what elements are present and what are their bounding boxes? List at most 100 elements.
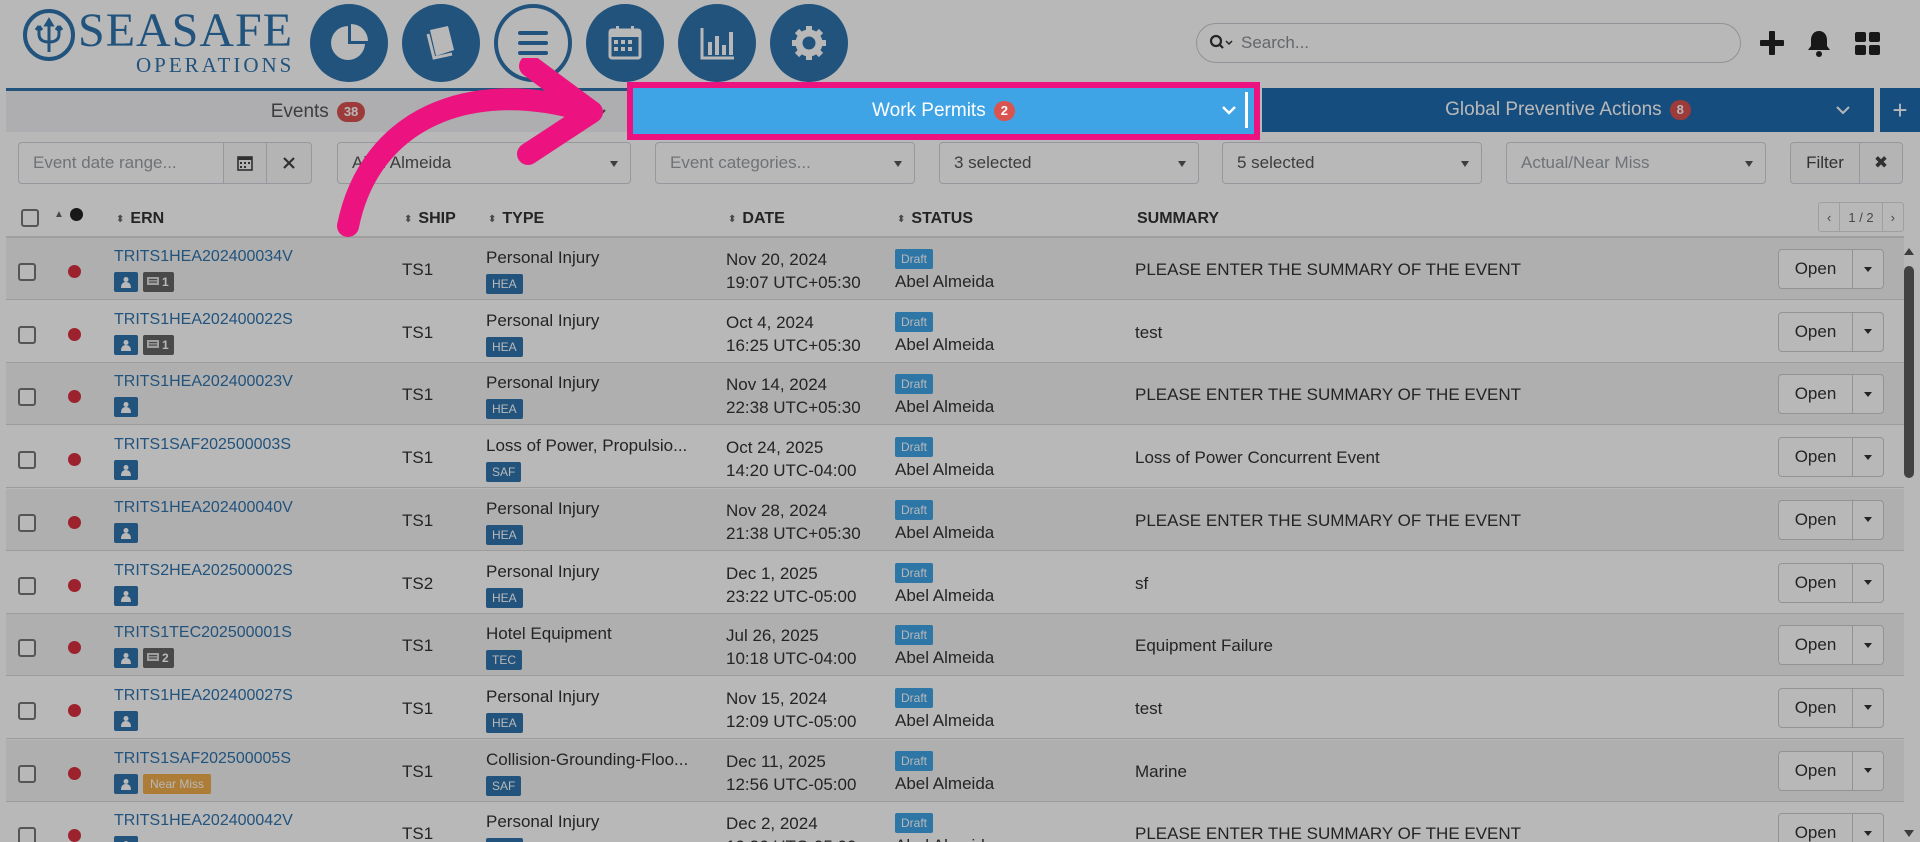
- caret-down-icon: [1864, 705, 1872, 711]
- sort-status-column[interactable]: ⬍ STATUS: [897, 210, 973, 228]
- scroll-down-arrow[interactable]: [1904, 830, 1914, 837]
- open-options-button[interactable]: [1853, 501, 1883, 539]
- row-checkbox[interactable]: [18, 639, 36, 658]
- search-input[interactable]: [1241, 33, 1721, 53]
- ern-link[interactable]: TRITS1SAF202500003S: [114, 436, 291, 454]
- table-row[interactable]: TRITS1SAF202500003S TS1 Loss of Power, Pro…: [6, 426, 1904, 489]
- open-button[interactable]: Open: [1779, 563, 1853, 602]
- nav-calendar-button[interactable]: [586, 4, 664, 82]
- open-button[interactable]: Open: [1779, 250, 1853, 288]
- calendar-picker-button[interactable]: [223, 142, 267, 184]
- page-indicator: 1 / 2: [1840, 203, 1883, 231]
- sort-type-column[interactable]: ⬍ TYPE: [488, 210, 544, 228]
- bell-icon[interactable]: [1804, 28, 1834, 58]
- open-options-button[interactable]: [1853, 564, 1883, 602]
- ern-link[interactable]: TRITS1TEC202500001S: [114, 624, 292, 642]
- sort-status-dot-column[interactable]: ▲: [54, 208, 83, 221]
- status-badge: Draft: [895, 249, 934, 269]
- scroll-thumb[interactable]: [1904, 266, 1914, 478]
- nav-reports-button[interactable]: [678, 4, 756, 82]
- table-scrollbar[interactable]: [1898, 240, 1920, 842]
- table-row[interactable]: TRITS1HEA202400040V TS1 Personal Injury HEA…: [6, 488, 1904, 551]
- prev-page-button[interactable]: ‹: [1819, 203, 1841, 231]
- open-button[interactable]: Open: [1779, 688, 1853, 727]
- multi-select-1[interactable]: 3 selected: [939, 142, 1199, 184]
- row-checkbox[interactable]: [18, 325, 36, 344]
- comment-count: 1: [162, 337, 169, 352]
- open-button[interactable]: Open: [1779, 500, 1853, 539]
- time-value: 14:20 UTC-04:00: [726, 461, 857, 481]
- row-checkbox[interactable]: [18, 263, 36, 281]
- table-row[interactable]: TRITS2HEA202500002S TS2 Personal Injury HEA…: [6, 552, 1904, 614]
- ern-link[interactable]: TRITS1HEA202400027S: [114, 686, 293, 704]
- open-options-button[interactable]: [1853, 250, 1883, 288]
- add-icon[interactable]: [1757, 28, 1787, 58]
- open-button[interactable]: Open: [1779, 626, 1853, 665]
- open-options-button[interactable]: [1853, 313, 1883, 351]
- row-checkbox[interactable]: [18, 451, 36, 470]
- table-row[interactable]: TRITS1HEA202400034V 1 TS1 Personal Injury HE…: [6, 238, 1904, 300]
- date-range-input[interactable]: Event date range...: [18, 142, 224, 184]
- chevron-down-icon[interactable]: [1220, 101, 1238, 119]
- ern-link[interactable]: TRITS1HEA202400042V: [114, 812, 293, 830]
- ern-link[interactable]: TRITS2HEA202500002S: [114, 561, 293, 579]
- ship-cell: TS1: [402, 385, 434, 405]
- global-search[interactable]: [1196, 23, 1741, 63]
- actual-near-miss-select[interactable]: Actual/Near Miss: [1506, 142, 1766, 184]
- sort-ship-column[interactable]: ⬍ SHIP: [404, 210, 456, 228]
- row-checkbox[interactable]: [18, 388, 36, 407]
- open-options-button[interactable]: [1853, 438, 1883, 476]
- table-row[interactable]: TRITS1HEA202400042V TS1 Personal Injury HEA…: [6, 802, 1904, 842]
- filter-button[interactable]: Filter: [1790, 142, 1860, 184]
- clear-date-button[interactable]: [266, 142, 312, 184]
- ern-link[interactable]: TRITS1HEA202400023V: [114, 373, 293, 391]
- row-checkbox[interactable]: [18, 576, 36, 595]
- person-icon: [114, 522, 138, 543]
- date-value: Dec 1, 2025: [726, 563, 818, 583]
- open-button[interactable]: Open: [1779, 312, 1853, 351]
- table-row[interactable]: TRITS1SAF202500005S Near Miss TS1 Collision…: [6, 739, 1904, 802]
- ern-link[interactable]: TRITS1HEA202400034V: [114, 248, 293, 265]
- open-button[interactable]: Open: [1779, 375, 1853, 414]
- open-button[interactable]: Open: [1779, 438, 1853, 477]
- open-options-button[interactable]: [1853, 752, 1883, 790]
- table-row[interactable]: TRITS1TEC202500001S 2 TS1 Hotel Equipment TE…: [6, 614, 1904, 677]
- next-page-button[interactable]: ›: [1890, 209, 1895, 225]
- table-row[interactable]: TRITS1HEA202400023V TS1 Personal Injury HEA…: [6, 363, 1904, 426]
- brand-name: SEASAFE: [78, 4, 294, 57]
- open-options-button[interactable]: [1853, 375, 1883, 413]
- nav-settings-button[interactable]: [770, 4, 848, 82]
- add-tab-button[interactable]: +: [1878, 88, 1920, 132]
- nav-dashboard-button[interactable]: [310, 4, 388, 82]
- ern-link[interactable]: TRITS1HEA202400040V: [114, 498, 293, 516]
- table-row[interactable]: TRITS1HEA202400022S 1 TS1 Personal Injury HE…: [6, 301, 1904, 363]
- row-checkbox[interactable]: [18, 513, 36, 532]
- open-button[interactable]: Open: [1779, 814, 1853, 842]
- open-options-button[interactable]: [1853, 626, 1883, 664]
- ern-link[interactable]: TRITS1HEA202400022S: [114, 310, 293, 328]
- seasafe-logo[interactable]: SEASAFE OPERATIONS: [22, 4, 294, 76]
- open-button[interactable]: Open: [1779, 751, 1853, 790]
- chevron-down-icon[interactable]: [1834, 101, 1852, 119]
- event-categories-select[interactable]: Event categories...: [655, 142, 915, 184]
- select-all-checkbox[interactable]: [21, 209, 39, 227]
- tutorial-arrow-icon: [337, 58, 603, 237]
- row-checkbox[interactable]: [18, 764, 36, 783]
- open-options-button[interactable]: [1853, 689, 1883, 727]
- open-options-button[interactable]: [1853, 814, 1883, 842]
- book-icon: [426, 26, 454, 60]
- ern-link[interactable]: TRITS1SAF202500005S: [114, 749, 291, 767]
- tab-global-preventive-actions[interactable]: Global Preventive Actions 8: [1262, 88, 1874, 132]
- apps-grid-icon[interactable]: [1853, 28, 1883, 58]
- sort-icon: ⬍: [488, 213, 497, 225]
- sort-ern-column[interactable]: ⬍ ERN: [116, 210, 164, 228]
- sort-date-column[interactable]: ⬍ DATE: [728, 210, 785, 228]
- ern-badges: [114, 397, 138, 418]
- multi-select-2[interactable]: 5 selected: [1222, 142, 1482, 184]
- clear-filters-button[interactable]: ✖: [1859, 142, 1903, 184]
- nav-manual-button[interactable]: [402, 4, 480, 82]
- table-row[interactable]: TRITS1HEA202400027S TS1 Personal Injury HEA…: [6, 677, 1904, 739]
- row-checkbox[interactable]: [18, 701, 36, 720]
- row-checkbox[interactable]: [18, 827, 36, 842]
- scroll-up-arrow[interactable]: [1904, 248, 1914, 255]
